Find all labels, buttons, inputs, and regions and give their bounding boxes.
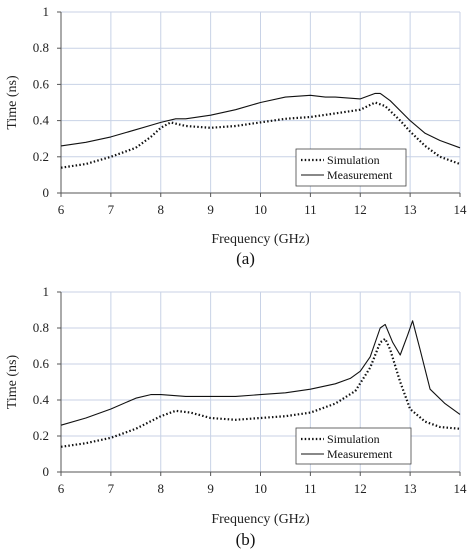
x-tick-label: 7 xyxy=(108,202,115,217)
y-tick-label: 0.4 xyxy=(33,113,50,128)
x-axis-label: Frequency (GHz) xyxy=(211,232,310,247)
x-axis-label: Frequency (GHz) xyxy=(211,512,310,527)
series-line-measurement xyxy=(60,92,461,149)
x-tick-label: 13 xyxy=(404,481,417,496)
legend-entry: Measurement xyxy=(327,447,393,461)
y-tick-label: 0 xyxy=(43,185,50,200)
y-tick-label: 1 xyxy=(43,284,50,299)
y-axis-label: Time (ns) xyxy=(5,75,20,130)
x-tick-label: 9 xyxy=(207,202,214,217)
legend-entry: Measurement xyxy=(327,168,393,182)
y-tick-label: 1 xyxy=(43,4,50,19)
x-tick-label: 6 xyxy=(58,202,65,217)
x-tick-label: 8 xyxy=(158,481,165,496)
chart-1: 6 7 8 9 10 11 12 13 14 0 0.2 0.4 0.6 0.8 1 Frequency (G… xyxy=(5,284,467,549)
legend-box xyxy=(295,148,407,187)
legend-box xyxy=(295,427,412,465)
y-tick-label: 0.6 xyxy=(33,356,50,371)
chart-caption: (b) xyxy=(236,530,256,549)
x-tick-label: 9 xyxy=(207,481,214,496)
series-line-measurement xyxy=(60,320,461,426)
x-tick-label: 12 xyxy=(354,481,367,496)
x-tick-label: 14 xyxy=(454,202,468,217)
x-tick-label: 10 xyxy=(254,202,267,217)
x-tick-label: 13 xyxy=(404,202,417,217)
chart-caption: (a) xyxy=(236,249,255,268)
y-tick-label: 0 xyxy=(43,464,50,479)
x-tick-label: 14 xyxy=(454,481,468,496)
y-tick-label: 0.4 xyxy=(33,392,50,407)
x-tick-label: 8 xyxy=(158,202,165,217)
legend-entry: Simulation xyxy=(327,432,380,446)
x-tick-label: 6 xyxy=(58,481,65,496)
x-tick-label: 11 xyxy=(304,202,317,217)
y-tick-label: 0.8 xyxy=(33,40,49,55)
x-tick-label: 12 xyxy=(354,202,367,217)
y-axis-label: Time (ns) xyxy=(5,355,20,410)
x-tick-label: 11 xyxy=(304,481,317,496)
chart-0: 6 7 8 9 10 11 12 13 14 0 0.2 0.4 0.6 0.8 1 Frequency (G… xyxy=(5,4,467,268)
y-tick-label: 0.2 xyxy=(33,149,49,164)
y-tick-label: 0.6 xyxy=(33,76,50,91)
y-tick-label: 0.2 xyxy=(33,428,49,443)
x-tick-label: 7 xyxy=(108,481,115,496)
x-tick-label: 10 xyxy=(254,481,267,496)
y-tick-label: 0.8 xyxy=(33,320,49,335)
series-line-simulation xyxy=(60,101,461,169)
legend-entry: Simulation xyxy=(327,153,380,167)
